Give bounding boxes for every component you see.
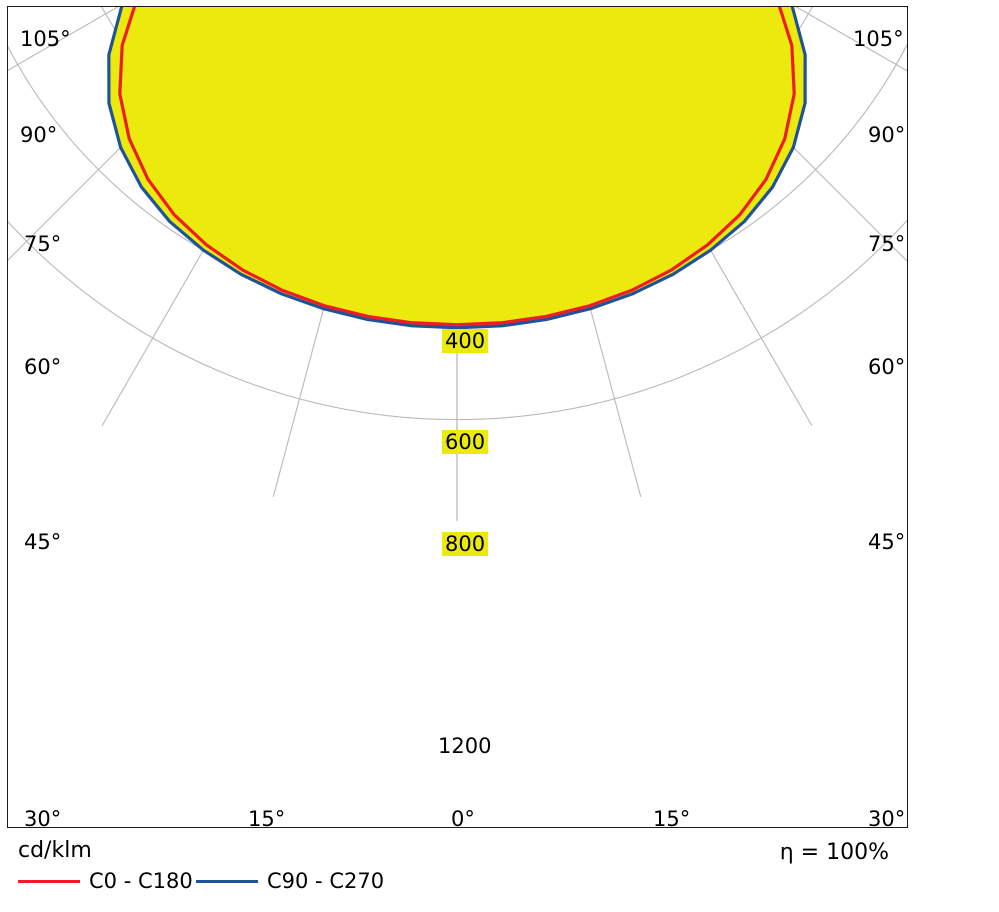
angle-label-left: 90° xyxy=(20,123,58,147)
radial-tick-label: 800 xyxy=(442,532,489,556)
intensity-fill xyxy=(108,7,806,328)
angle-label-left: 105° xyxy=(20,27,71,51)
curve-c90-c270 xyxy=(107,7,807,330)
legend-swatch-c0-c180 xyxy=(18,879,80,883)
radial-tick-label: 1200 xyxy=(435,734,495,758)
angle-label-left: 75° xyxy=(24,232,62,256)
angle-label-right: 90° xyxy=(868,123,906,147)
angle-label-right: 30° xyxy=(868,807,906,828)
unit-label: cd/klm xyxy=(18,838,92,863)
angle-label-bottom: 0° xyxy=(451,807,475,828)
chart-legend: cd/klm η = 100% C0 - C180 C90 - C270 xyxy=(0,836,999,912)
legend-swatch-c90-c270 xyxy=(196,879,258,883)
plot-area: 105° 90° 75° 60° 45° 30° 105° 90° 75° 60° 45° 30° 15… xyxy=(7,6,908,828)
efficiency-label: η = 100% xyxy=(779,840,889,865)
radial-tick-label: 400 xyxy=(442,329,489,353)
angle-label-left: 30° xyxy=(24,807,62,828)
angle-label-left: 60° xyxy=(24,355,62,379)
angle-label-bottom: 15° xyxy=(653,807,691,828)
curve-c0-c180 xyxy=(118,7,796,327)
angle-label-right: 60° xyxy=(868,355,906,379)
legend-label-c90-c270: C90 - C270 xyxy=(267,869,385,893)
angle-label-right: 75° xyxy=(868,232,906,256)
angle-label-right: 105° xyxy=(853,27,904,51)
angle-label-bottom: 15° xyxy=(248,807,286,828)
legend-label-c0-c180: C0 - C180 xyxy=(89,869,193,893)
grid-spoke xyxy=(795,7,907,72)
polar-grid-and-curves xyxy=(8,7,907,521)
radial-tick-label: 600 xyxy=(442,430,489,454)
angle-label-left: 45° xyxy=(24,530,62,554)
legend-item-c0-c180: C0 - C180 xyxy=(18,868,193,894)
legend-item-c90-c270: C90 - C270 xyxy=(196,868,384,894)
grid-spoke xyxy=(8,7,119,71)
angle-label-right: 45° xyxy=(868,530,906,554)
